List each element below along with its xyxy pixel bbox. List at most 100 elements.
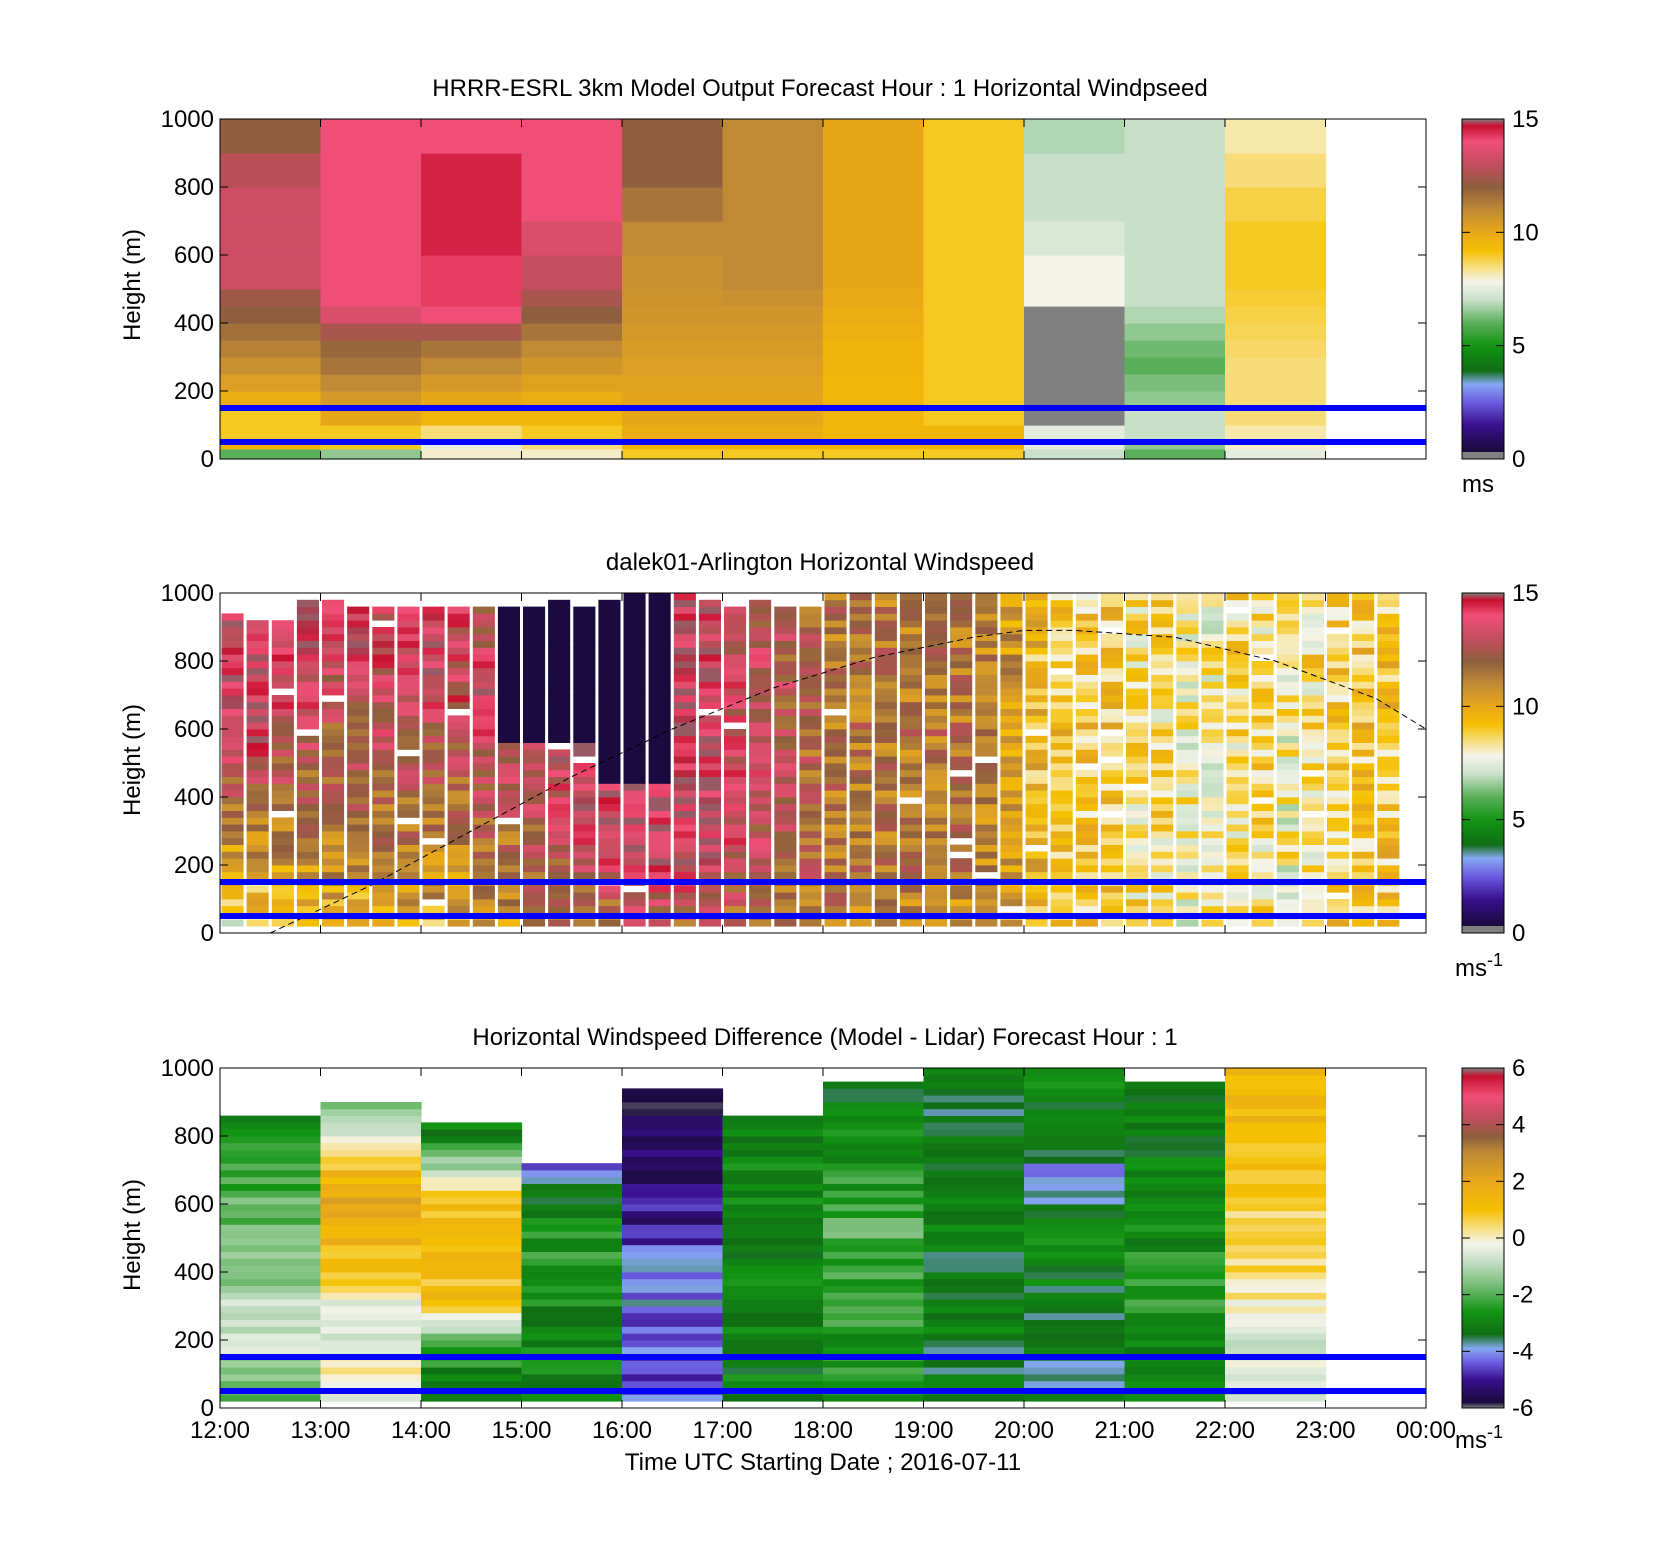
heatmap-cell — [724, 613, 747, 621]
heatmap-cell — [1226, 851, 1249, 859]
heatmap-cell — [372, 817, 395, 825]
heatmap-cell — [1124, 1333, 1226, 1341]
heatmap-cell — [1100, 742, 1123, 750]
heatmap-cell — [899, 627, 922, 635]
heatmap-cell — [1201, 647, 1224, 655]
heatmap-cell — [925, 647, 948, 655]
heatmap-cell — [1124, 1238, 1226, 1246]
heatmap-cell — [421, 1238, 523, 1246]
heatmap-cell — [1151, 763, 1174, 771]
heatmap-cell — [622, 1217, 724, 1225]
heatmap-cell — [799, 674, 822, 682]
heatmap-cell — [422, 674, 445, 682]
heatmap-cell — [648, 688, 671, 696]
heatmap-cell — [874, 735, 897, 743]
heatmap-cell — [1025, 919, 1048, 927]
heatmap-cell — [422, 620, 445, 628]
heatmap-cell — [1201, 599, 1224, 607]
heatmap-cell — [220, 1224, 322, 1232]
heatmap-cell — [221, 654, 244, 662]
heatmap-cell — [975, 858, 998, 866]
heatmap-cell — [221, 735, 244, 743]
x-tick-label: 19:00 — [893, 1417, 953, 1444]
heatmap-cell — [548, 640, 571, 648]
heatmap-cell — [623, 763, 646, 771]
heatmap-cell — [1377, 688, 1400, 696]
heatmap-cell — [622, 1360, 724, 1368]
heatmap-cell — [923, 1142, 1025, 1150]
heatmap-cell — [925, 620, 948, 628]
heatmap-cell — [1276, 899, 1299, 907]
heatmap-cell — [1377, 871, 1400, 879]
heatmap-cell — [899, 593, 922, 601]
heatmap-cell — [472, 905, 495, 913]
heatmap-cell — [523, 701, 546, 709]
heatmap-cell — [799, 763, 822, 771]
heatmap-cell — [1225, 1190, 1327, 1198]
heatmap-cell — [673, 797, 696, 805]
heatmap-cell — [521, 448, 623, 460]
heatmap-cell — [447, 831, 470, 839]
heatmap-cell — [521, 187, 623, 222]
heatmap-cell — [1352, 708, 1375, 716]
heatmap-cell — [1201, 769, 1224, 777]
heatmap-cell — [925, 627, 948, 635]
heatmap-cell — [1100, 776, 1123, 784]
heatmap-cell — [622, 1326, 724, 1334]
heatmap-cell — [1151, 905, 1174, 913]
heatmap-cell — [722, 1360, 824, 1368]
heatmap-cell — [1225, 187, 1327, 222]
heatmap-cell — [799, 851, 822, 859]
heatmap-cell — [1226, 695, 1249, 703]
heatmap-cell — [622, 323, 724, 341]
heatmap-cell — [1251, 871, 1274, 879]
heatmap-cell — [372, 661, 395, 669]
heatmap-cell — [1100, 695, 1123, 703]
heatmap-cell — [1124, 1346, 1226, 1354]
heatmap-cell — [1126, 892, 1149, 900]
heatmap-cell — [923, 391, 1025, 409]
heatmap-cell — [421, 153, 523, 188]
heatmap-cell — [598, 627, 621, 635]
heatmap-cell — [598, 674, 621, 682]
heatmap-cell — [1225, 448, 1327, 460]
heatmap-cell — [598, 919, 621, 927]
heatmap-cell — [1377, 674, 1400, 682]
heatmap-cell — [1151, 735, 1174, 743]
heatmap-cell — [1050, 756, 1073, 764]
heatmap-cell — [925, 729, 948, 737]
heatmap-cell — [296, 674, 319, 682]
heatmap-cell — [722, 1217, 824, 1225]
heatmap-cell — [749, 871, 772, 879]
heatmap-cell — [1124, 1122, 1226, 1130]
x-tick-label: 23:00 — [1295, 1417, 1355, 1444]
heatmap-cell — [521, 1299, 623, 1307]
heatmap-cell — [648, 708, 671, 716]
heatmap-cell — [1176, 885, 1199, 893]
heatmap-cell — [1100, 763, 1123, 771]
heatmap-cell — [1075, 892, 1098, 900]
heatmap-cell — [220, 1312, 322, 1320]
heatmap-cell — [622, 1183, 724, 1191]
heatmap-cell — [347, 627, 370, 635]
heatmap-cell — [799, 831, 822, 839]
heatmap-cell — [472, 899, 495, 907]
heatmap-cell — [271, 844, 294, 852]
heatmap-cell — [722, 187, 824, 222]
heatmap-cell — [648, 797, 671, 805]
heatmap-cell — [849, 633, 872, 641]
heatmap-cell — [698, 661, 721, 669]
heatmap-cell — [823, 1258, 925, 1266]
heatmap-cell — [1050, 633, 1073, 641]
heatmap-cell — [1124, 1244, 1226, 1252]
colorbar-tick-label: 0 — [1512, 920, 1525, 947]
heatmap-cell — [296, 763, 319, 771]
heatmap-cell — [622, 1306, 724, 1314]
heatmap-cell — [1226, 831, 1249, 839]
heatmap-cell — [622, 1224, 724, 1232]
heatmap-cell — [824, 735, 847, 743]
heatmap-cell — [1226, 892, 1249, 900]
x-tick-labels: 12:00 13:00 14:00 15:00 16:00 17:00 18:00 19:00… — [190, 1417, 1456, 1444]
heatmap-cell — [623, 871, 646, 879]
